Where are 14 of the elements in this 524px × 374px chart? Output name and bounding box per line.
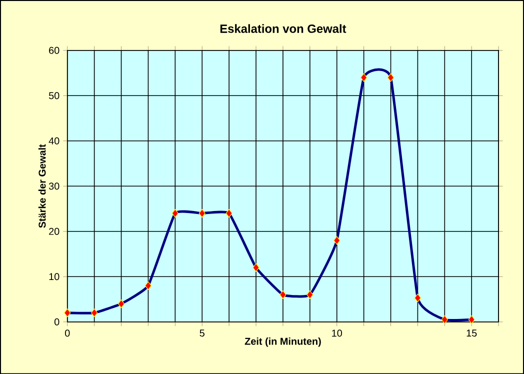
y-tick-label: 10 xyxy=(49,272,60,280)
y-tick-label: 20 xyxy=(49,228,60,235)
x-tick-label: 0 xyxy=(65,330,70,337)
y-tick-label: 30 xyxy=(48,182,60,190)
x-tick-label: 5 xyxy=(200,329,204,336)
y-axis-title: Stärke der Gewalt xyxy=(38,144,46,228)
y-tick-label: 60 xyxy=(49,46,60,54)
y-tick-label: 0 xyxy=(54,318,60,326)
x-tick-label: 10 xyxy=(332,330,342,337)
x-tick-label: 15 xyxy=(466,329,477,336)
x-axis-title: Zeit (in Minuten) xyxy=(244,337,321,347)
y-tick-label: 50 xyxy=(48,92,60,100)
chart-title: Eskalation von Gewalt xyxy=(220,24,346,33)
y-tick-label: 40 xyxy=(48,137,60,144)
